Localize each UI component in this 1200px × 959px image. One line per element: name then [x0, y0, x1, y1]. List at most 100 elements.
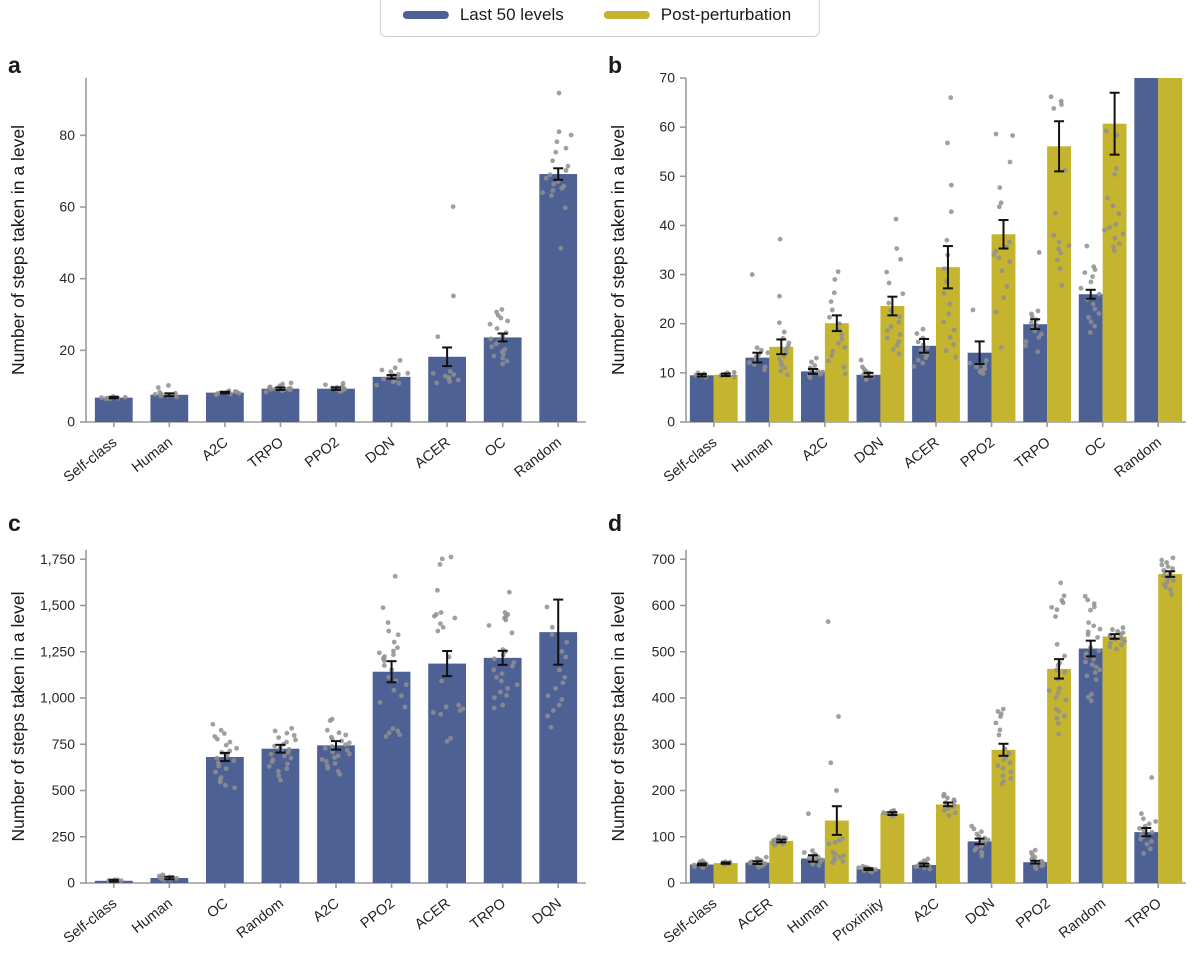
- scatter-point: [439, 678, 444, 684]
- scatter-point: [1114, 166, 1119, 171]
- bar: [317, 388, 355, 422]
- panel-letter-d: d: [608, 510, 623, 536]
- bar: [372, 376, 411, 422]
- x-tick-label: A2C: [199, 435, 231, 465]
- scatter-point: [447, 369, 453, 374]
- bar: [991, 234, 1016, 422]
- scatter-point: [973, 845, 979, 851]
- scatter-point: [216, 760, 221, 766]
- scatter-point: [1105, 195, 1110, 201]
- scatter-point: [836, 714, 841, 719]
- y-axis-label: Number of steps taken in a level: [8, 592, 28, 842]
- scatter-point: [1008, 776, 1014, 781]
- scatter-point: [1029, 311, 1034, 317]
- x-tick-label: A2C: [310, 896, 342, 926]
- scatter-point: [232, 785, 238, 791]
- scatter-point: [1170, 555, 1176, 561]
- scatter-point: [1120, 625, 1126, 631]
- scatter-point: [893, 216, 899, 222]
- scatter-point: [920, 360, 926, 366]
- x-tick-label: TRPO: [245, 435, 287, 472]
- scatter-point: [1051, 232, 1057, 238]
- scatter-point: [385, 620, 391, 625]
- scatter-point: [1086, 314, 1091, 320]
- scatter-point: [442, 373, 448, 379]
- scatter-point: [969, 823, 975, 829]
- x-tick-label: PPO2: [302, 435, 342, 471]
- scatter-point: [452, 615, 458, 621]
- scatter-point: [377, 700, 383, 705]
- scatter-point: [506, 589, 512, 595]
- scatter-point: [809, 359, 814, 365]
- panel-a-chart: 0 20 40 60 80 Number of steps taken in a leve…: [8, 78, 586, 486]
- x-tick-label: ACER: [412, 435, 454, 472]
- scatter-point: [1062, 669, 1068, 675]
- scatter-point: [947, 301, 953, 307]
- scatter-point: [944, 237, 950, 243]
- scatter-point: [777, 293, 782, 299]
- bar: [317, 745, 355, 883]
- x-tick-label: ACER: [412, 896, 454, 933]
- scatter-point: [491, 656, 497, 662]
- scatter-point: [563, 654, 569, 660]
- scatter-point: [1035, 349, 1041, 355]
- scatter-point: [391, 648, 396, 654]
- scatter-point: [873, 867, 879, 872]
- scatter-point: [1149, 775, 1155, 780]
- x-tick-label: TRPO: [1123, 896, 1165, 933]
- scatter-point: [554, 139, 560, 145]
- scatter-point: [1139, 811, 1144, 817]
- y-tick-label: 20: [659, 315, 675, 331]
- legend-item-post-perturbation: Post-perturbation: [603, 5, 791, 25]
- scatter-point: [946, 813, 952, 818]
- scatter-point: [700, 858, 705, 864]
- scatter-point: [1095, 635, 1100, 640]
- scatter-point: [747, 360, 752, 365]
- scatter-point: [122, 394, 128, 400]
- scatter-point: [1096, 310, 1102, 316]
- scatter-point: [948, 209, 954, 215]
- x-tick-label: DQN: [852, 435, 887, 467]
- scatter-point: [1112, 235, 1118, 241]
- scatter-point: [395, 632, 401, 638]
- scatter-point: [340, 380, 346, 386]
- scatter-point: [691, 862, 697, 868]
- scatter-point: [952, 810, 958, 816]
- scatter-point: [346, 751, 352, 757]
- scatter-point: [544, 604, 550, 610]
- scatter-point: [438, 610, 444, 615]
- x-tick-label: DQN: [363, 435, 398, 467]
- scatter-point: [288, 385, 293, 391]
- bar: [769, 840, 794, 883]
- scatter-point: [915, 357, 921, 363]
- scatter-point: [448, 554, 454, 560]
- y-axis-label: Number of steps taken in a level: [608, 592, 628, 842]
- scatter-point: [509, 630, 515, 636]
- scatter-point: [1001, 778, 1006, 784]
- scatter-point: [812, 363, 818, 368]
- scatter-point: [266, 764, 272, 769]
- x-tick-label: Self-class: [661, 896, 720, 947]
- scatter-point: [1004, 283, 1010, 289]
- scatter-point: [1036, 250, 1042, 255]
- scatter-point: [166, 383, 171, 388]
- scatter-point: [1084, 243, 1090, 249]
- scatter-point: [223, 766, 229, 772]
- scatter-point: [1116, 241, 1122, 247]
- scatter-point: [1023, 343, 1028, 349]
- y-tick-label: 70: [659, 70, 675, 86]
- scatter-point: [1115, 629, 1120, 634]
- scatter-point: [886, 300, 892, 306]
- scatter-point: [953, 354, 958, 360]
- scatter-point: [402, 704, 408, 710]
- scatter-point: [1091, 656, 1097, 662]
- bar: [1134, 78, 1159, 422]
- scatter-point: [489, 344, 495, 350]
- scatter-point: [231, 758, 237, 763]
- scatter-point: [1023, 339, 1029, 344]
- scatter-point: [446, 375, 452, 380]
- y-tick-label: 100: [652, 828, 676, 844]
- scatter-point: [979, 849, 984, 855]
- scatter-point: [450, 204, 456, 210]
- bar: [150, 394, 189, 422]
